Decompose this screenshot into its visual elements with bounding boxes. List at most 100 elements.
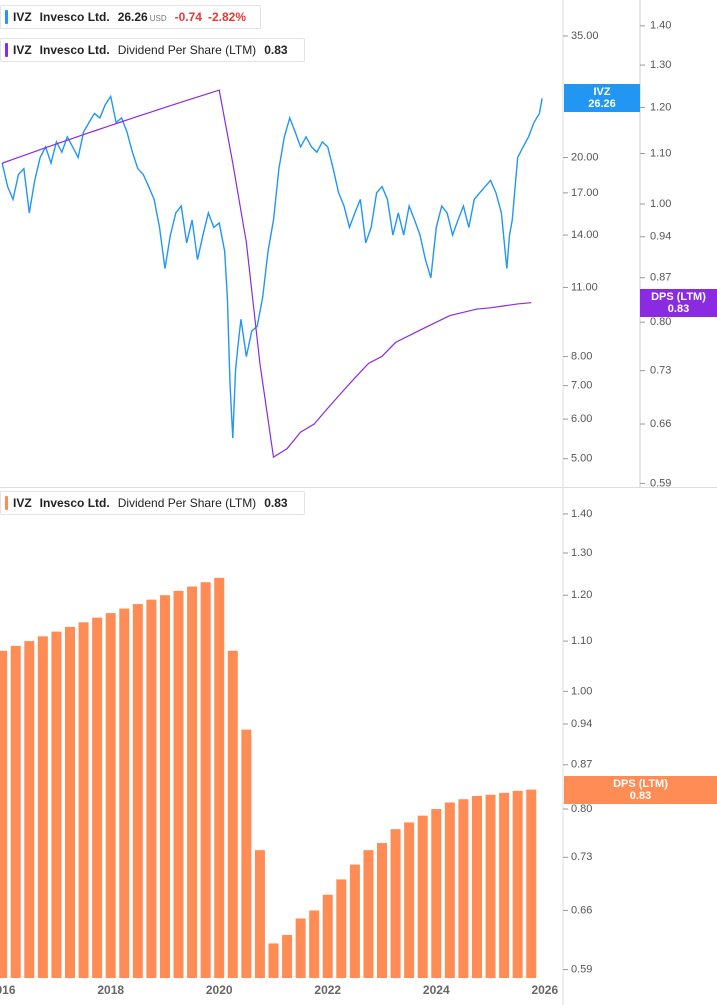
- y-tick-label: 8.00: [571, 351, 592, 363]
- price-tag: IVZ 26.26: [564, 84, 640, 113]
- y-tick-label: 17.00: [571, 187, 599, 199]
- bar: [322, 894, 333, 978]
- bar: [485, 794, 496, 978]
- bar: [241, 729, 252, 978]
- bar: [119, 608, 130, 978]
- y-tick-label: 5.00: [571, 453, 592, 465]
- legend-price: IVZ Invesco Ltd. 26.26 USD -0.74 -2.82%: [0, 5, 261, 29]
- y-tick-label: 0.80: [650, 316, 671, 328]
- tag-value: 0.83: [629, 789, 652, 802]
- y-tick-label: 1.00: [650, 198, 671, 210]
- y-tick-label: 14.00: [571, 229, 599, 241]
- x-tick-label: 2026: [531, 983, 558, 997]
- tag-value: 26.26: [588, 98, 616, 111]
- dps-tag: DPS (LTM) 0.83: [640, 288, 717, 317]
- bar: [78, 622, 89, 978]
- y-tick-label: 1.00: [571, 685, 592, 697]
- bar: [159, 595, 170, 978]
- x-tick-label: 2024: [423, 983, 450, 997]
- legend-change-percent: -2.82%: [207, 10, 246, 24]
- legend-series-name: Dividend Per Share (LTM): [117, 496, 257, 510]
- legend-series-name: Dividend Per Share (LTM): [117, 43, 257, 57]
- legend-company: Invesco Ltd.: [39, 496, 110, 510]
- bar: [417, 815, 428, 978]
- legend-symbol: IVZ: [13, 496, 32, 510]
- x-tick-label: 2022: [314, 983, 341, 997]
- bar: [377, 843, 388, 978]
- dividend-panel: [0, 577, 537, 978]
- legend-company: Invesco Ltd.: [39, 10, 110, 24]
- bar: [51, 631, 62, 978]
- y-tick-label: 0.80: [571, 803, 592, 815]
- legend-swatch: [5, 496, 8, 510]
- bar: [146, 599, 157, 978]
- bar: [349, 864, 360, 978]
- bar: [65, 626, 75, 978]
- tag-symbol: IVZ: [593, 86, 611, 99]
- bar: [295, 918, 306, 978]
- y-tick-label: 0.73: [650, 365, 671, 377]
- bar: [526, 789, 537, 978]
- y-tick-label: 11.00: [571, 281, 598, 293]
- x-tick-label: 2016: [0, 983, 16, 997]
- y-tick-label: 1.30: [650, 59, 671, 71]
- y-tick-label: 7.00: [571, 380, 592, 392]
- tag-value: 0.83: [667, 302, 690, 315]
- legend-dps: IVZ Invesco Ltd. Dividend Per Share (LTM) 0…: [0, 38, 305, 62]
- tag-name: DPS (LTM): [613, 777, 668, 790]
- bar: [431, 809, 442, 978]
- y-tick-label: 0.66: [571, 904, 592, 916]
- bar: [92, 617, 103, 978]
- y-tick-label: 6.00: [571, 413, 592, 425]
- bar: [214, 577, 225, 978]
- bar: [0, 650, 8, 978]
- y-tick-label: 0.66: [650, 418, 671, 430]
- bar: [499, 792, 510, 978]
- y-tick-label: 1.10: [571, 635, 592, 647]
- bar: [268, 943, 279, 978]
- y-tick-label: 0.87: [571, 759, 592, 771]
- y-tick-label: 1.40: [571, 508, 592, 520]
- y-tick-label: 0.94: [650, 231, 671, 243]
- bar: [282, 934, 293, 978]
- y-tick-label: 1.20: [571, 589, 592, 601]
- legend-symbol: IVZ: [13, 10, 32, 24]
- bar: [254, 850, 265, 978]
- legend-swatch: [5, 10, 8, 24]
- bar: [512, 790, 523, 978]
- bar: [404, 822, 415, 978]
- legend-symbol: IVZ: [13, 43, 32, 57]
- y-tick-label: 0.59: [650, 477, 671, 489]
- y-tick-label: 0.87: [650, 272, 671, 284]
- legend-company: Invesco Ltd.: [39, 43, 110, 57]
- bar: [363, 850, 374, 978]
- bar: [444, 802, 455, 978]
- legend-change: -0.74: [174, 10, 202, 24]
- y-tick-label: 0.94: [571, 718, 592, 730]
- x-tick-label: 2018: [97, 983, 124, 997]
- y-tick-label: 1.10: [650, 147, 671, 159]
- legend-dps-value: 0.83: [264, 43, 288, 57]
- dps-bar-tag: DPS (LTM) 0.83: [564, 775, 717, 804]
- bar: [173, 590, 184, 978]
- bar: [309, 910, 320, 978]
- bar: [187, 586, 198, 978]
- bar: [24, 641, 35, 978]
- bar: [471, 796, 482, 978]
- tag-name: DPS (LTM): [651, 290, 706, 303]
- bar: [458, 799, 469, 978]
- y-tick-label: 0.73: [571, 851, 592, 863]
- bar: [227, 650, 238, 978]
- y-tick-label: 0.59: [571, 963, 592, 975]
- axes: 35.00 20.00 17.00 14.00 11.00 8.00 7.00 6.00 5.0…: [0, 20, 671, 997]
- bar: [390, 829, 401, 978]
- price-panel: [1, 89, 543, 459]
- bar: [37, 636, 48, 978]
- y-tick-label: 1.20: [650, 101, 671, 113]
- bar: [105, 613, 116, 978]
- x-tick-label: 2020: [206, 983, 233, 997]
- legend-price-value: 26.26: [117, 10, 148, 24]
- legend-dps-value: 0.83: [264, 496, 288, 510]
